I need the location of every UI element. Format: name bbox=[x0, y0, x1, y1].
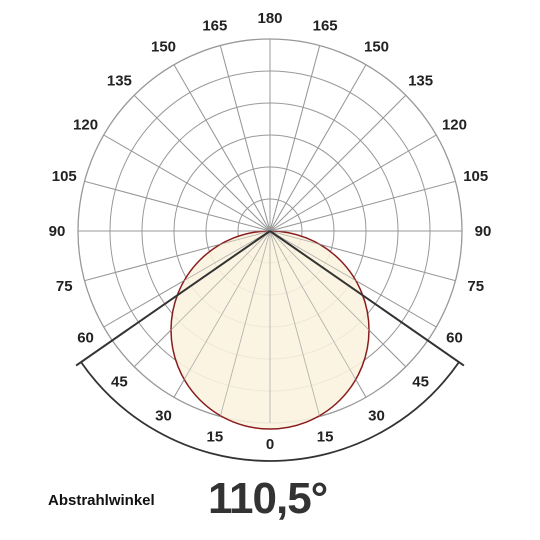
grid-spoke-overlay bbox=[103, 134, 271, 232]
angle-label-150-left: 150 bbox=[151, 39, 176, 56]
grid-spoke-overlay bbox=[269, 230, 456, 282]
angle-label-105-right: 105 bbox=[463, 168, 488, 185]
angle-label-45-right: 45 bbox=[412, 374, 429, 391]
angle-label-75-left: 75 bbox=[56, 278, 73, 295]
angle-label-90-right: 90 bbox=[475, 223, 492, 240]
grid-spoke-overlay bbox=[173, 64, 271, 232]
angle-label-150-right: 150 bbox=[364, 39, 389, 56]
angle-label-120-left: 120 bbox=[73, 117, 98, 134]
grid-spoke-overlay bbox=[269, 134, 437, 232]
angle-label-0: 0 bbox=[266, 436, 274, 453]
grid-spoke-overlay bbox=[84, 230, 271, 282]
angle-label-105-left: 105 bbox=[52, 168, 77, 185]
beam-line-right bbox=[269, 230, 465, 367]
grid-spoke-overlay bbox=[269, 180, 456, 232]
angle-label-135-right: 135 bbox=[408, 72, 433, 89]
grid-spoke-overlay bbox=[103, 230, 271, 328]
angle-label-60-right: 60 bbox=[446, 330, 463, 347]
light-distribution-lobe bbox=[78, 39, 462, 430]
grid-spoke-overlay bbox=[269, 230, 437, 328]
angle-label-165-left: 165 bbox=[202, 17, 227, 34]
grid-spoke-overlay bbox=[133, 94, 271, 232]
angle-labels: 0 15 15 30 30 45 45 60 60 75 75 90 90 105 105 120 120 135… bbox=[49, 10, 492, 453]
angle-label-30-right: 30 bbox=[368, 407, 385, 424]
grid-spoke-overlay bbox=[269, 45, 321, 232]
angle-label-90-left: 90 bbox=[49, 223, 66, 240]
angle-label-120-right: 120 bbox=[442, 117, 467, 134]
angle-label-180: 180 bbox=[257, 10, 282, 27]
grid-spoke-overlay bbox=[269, 94, 407, 232]
beam-angle-value: 110,5° bbox=[208, 474, 328, 523]
beam-angle-lines bbox=[75, 230, 465, 462]
grid-spoke-overlay bbox=[269, 230, 407, 368]
angle-label-165-right: 165 bbox=[313, 17, 338, 34]
grid-spoke-overlay bbox=[269, 230, 367, 398]
beam-angle-caption: Abstrahlwinkel bbox=[48, 492, 155, 509]
angle-label-45-left: 45 bbox=[111, 374, 128, 391]
grid-spoke-overlay bbox=[173, 230, 271, 398]
angle-label-15-right: 15 bbox=[317, 429, 334, 446]
grid-spoke-overlay bbox=[219, 230, 271, 417]
grid-spoke-overlay bbox=[269, 230, 321, 417]
grid-spoke-overlay bbox=[269, 64, 367, 232]
angle-label-75-right: 75 bbox=[467, 278, 484, 295]
beam-line-left bbox=[75, 230, 271, 367]
grid-spoke-overlay bbox=[219, 45, 271, 232]
angle-label-30-left: 30 bbox=[155, 407, 172, 424]
angle-label-15-left: 15 bbox=[207, 429, 224, 446]
beam-arc bbox=[80, 361, 460, 462]
angle-label-135-left: 135 bbox=[107, 72, 132, 89]
grid-spoke-overlay bbox=[133, 230, 271, 368]
angle-label-60-left: 60 bbox=[77, 330, 94, 347]
grid-spoke-overlay bbox=[84, 180, 271, 232]
